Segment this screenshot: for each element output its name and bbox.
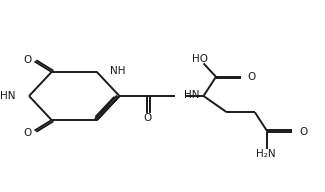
Text: O: O — [248, 72, 256, 82]
Text: O: O — [23, 128, 32, 138]
Text: HN: HN — [0, 91, 16, 101]
Text: O: O — [299, 127, 307, 137]
Text: H₂N: H₂N — [256, 149, 276, 159]
Text: HO: HO — [192, 54, 208, 64]
Text: O: O — [143, 113, 151, 122]
Text: NH: NH — [110, 66, 125, 76]
Text: HN: HN — [184, 90, 200, 100]
Text: O: O — [23, 55, 32, 65]
